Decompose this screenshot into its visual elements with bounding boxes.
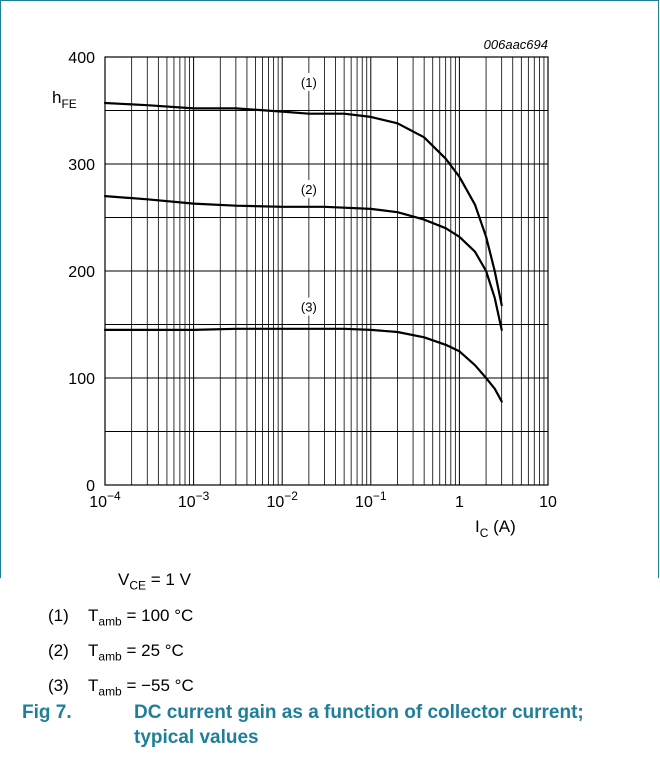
x-tick-label: 10−2	[266, 489, 298, 511]
x-tick-label: 1	[455, 494, 464, 511]
x-tick-label: 10−3	[178, 489, 210, 511]
series-label-2: (2)	[301, 182, 317, 197]
y-tick-label: 300	[68, 157, 95, 174]
series-label-1: (1)	[301, 75, 317, 90]
dc-current-gain-chart: 0 100 200 300 400 10−4 10−3 10−2 10−1 1 10 hFE IC (A…	[52, 37, 557, 540]
vce-condition: VCE = 1 V	[118, 570, 191, 593]
series-label-bg	[295, 72, 322, 91]
series-label-3: (3)	[301, 300, 317, 315]
y-tick-label: 400	[68, 50, 95, 67]
y-tick-label: 100	[68, 371, 95, 388]
y-tick-label: 200	[68, 264, 95, 281]
series-line-2	[103, 195, 503, 331]
x-tick-label: 10−4	[89, 489, 121, 511]
plot-border	[104, 56, 549, 486]
condition-3: (3) Tamb = −55 °C	[48, 676, 194, 699]
x-tick-label: 10−1	[355, 489, 387, 511]
x-tick-label: 10	[539, 494, 557, 511]
x-axis-label: IC (A)	[475, 517, 516, 540]
y-tick-label: 0	[86, 478, 95, 495]
figure-frame	[0, 0, 659, 578]
condition-1: (1) Tamb = 100 °C	[48, 606, 194, 629]
condition-2: (2) Tamb = 25 °C	[48, 641, 184, 664]
series-line-1	[103, 101, 503, 307]
figure-number: Fig 7.	[22, 702, 72, 723]
y-axis-label: hFE	[52, 88, 77, 111]
figure-code: 006aac694	[484, 37, 548, 52]
series-label-bg	[295, 179, 322, 198]
series-label-bg	[295, 297, 322, 316]
figure-title: DC current gain as a function of collect…	[134, 702, 584, 748]
series-line-3	[103, 327, 503, 403]
